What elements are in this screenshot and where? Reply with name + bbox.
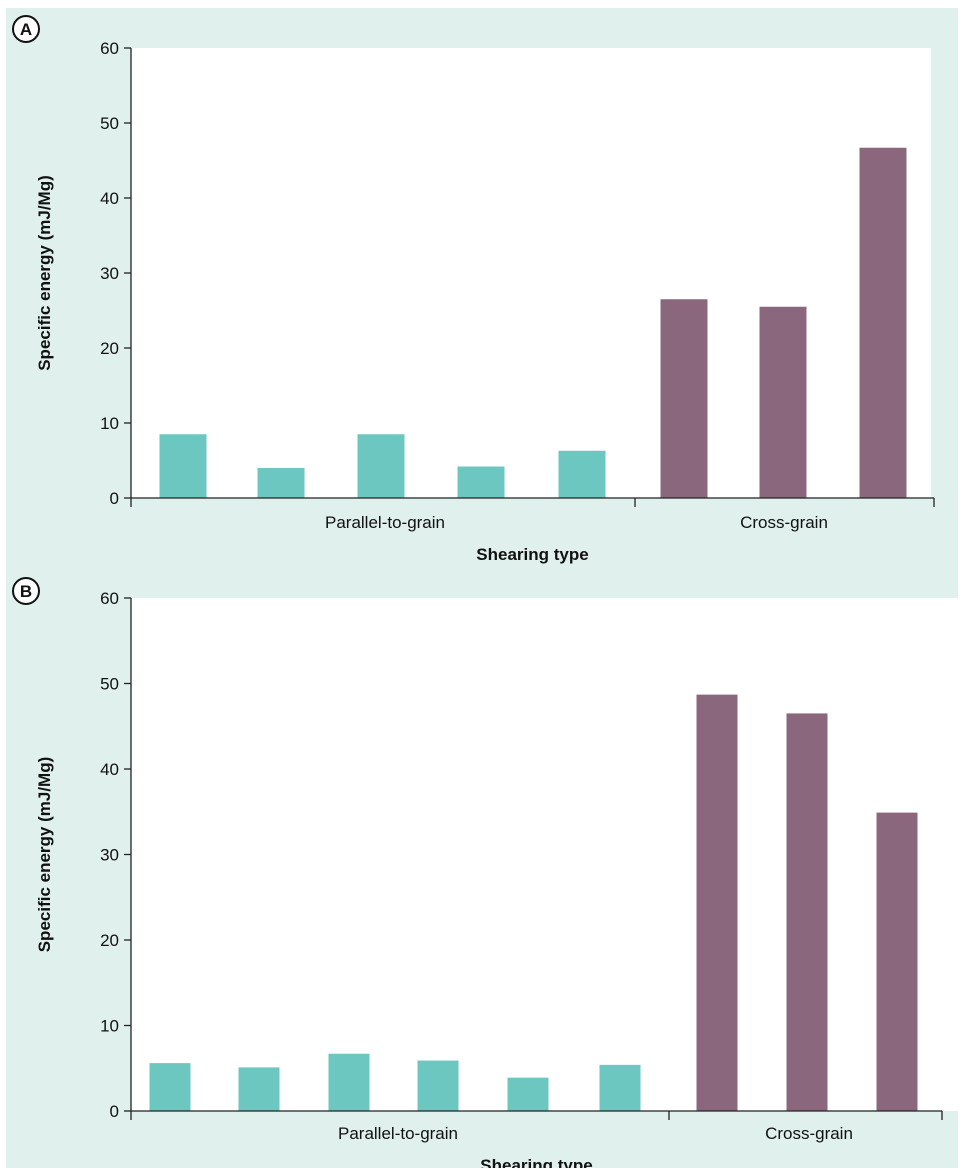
y-tick-label: 40: [100, 189, 119, 208]
y-tick-label: 20: [100, 339, 119, 358]
bar-parallel-5: [558, 450, 606, 498]
bar-parallel-2: [257, 468, 305, 498]
panel-letter-circle: [12, 15, 40, 43]
x-category-label: Parallel-to-grain: [325, 513, 445, 532]
bar-parallel-6: [599, 1064, 641, 1111]
y-tick-label: 0: [110, 489, 119, 508]
y-axis-title: Specific energy (mJ/Mg): [35, 175, 54, 371]
y-tick-label: 30: [100, 846, 119, 865]
plot-area: [131, 598, 958, 1111]
plot-area: [131, 48, 931, 498]
bar-cross-1: [696, 694, 738, 1111]
x-category-label: Cross-grain: [740, 513, 828, 532]
y-axis-title: Specific energy (mJ/Mg): [35, 757, 54, 953]
x-category-label: Parallel-to-grain: [338, 1124, 458, 1143]
bar-parallel-1: [159, 434, 207, 498]
y-tick-label: 20: [100, 931, 119, 950]
x-axis-title: Shearing type: [480, 1156, 592, 1168]
y-tick-label: 30: [100, 264, 119, 283]
bar-parallel-5: [507, 1077, 549, 1111]
bar-parallel-3: [357, 434, 405, 498]
x-axis-title: Shearing type: [476, 545, 588, 564]
bar-parallel-4: [457, 466, 505, 498]
chart-panel-a: 0 10 20 30 40 50 60 Parallel-to-grain Cross-grai…: [12, 15, 935, 564]
y-tick-label: 40: [100, 760, 119, 779]
bar-cross-3: [876, 812, 918, 1111]
y-tick-label: 50: [100, 675, 119, 694]
chart-figure: 0 10 20 30 40 50 60 Parallel-to-grain Cross-grai…: [12, 15, 958, 1174]
bar-parallel-3: [328, 1053, 370, 1111]
panel-letter: A: [20, 20, 32, 39]
bar-cross-1: [660, 299, 708, 498]
y-tick-label: 50: [100, 114, 119, 133]
chart-panel-b: 0 10 20 30 40 50 60 Parallel-to-grain Cross-grai…: [12, 577, 958, 1174]
bar-parallel-1: [149, 1063, 191, 1111]
bar-parallel-2: [238, 1067, 280, 1111]
y-tick-label: 10: [100, 1017, 119, 1036]
bar-cross-3: [859, 147, 907, 498]
figure: 0 10 20 30 40 50 60 Parallel-to-grain Cross-grai…: [6, 8, 958, 1174]
x-category-label: Cross-grain: [765, 1124, 853, 1143]
y-tick-label: 60: [100, 589, 119, 608]
y-tick-label: 10: [100, 414, 119, 433]
bar-cross-2: [786, 713, 828, 1111]
y-tick-label: 60: [100, 39, 119, 58]
y-tick-label: 0: [110, 1102, 119, 1121]
bar-parallel-4: [417, 1060, 459, 1111]
bar-cross-2: [759, 306, 807, 498]
panel-letter-circle: [12, 577, 40, 605]
panel-letter: B: [20, 582, 32, 601]
